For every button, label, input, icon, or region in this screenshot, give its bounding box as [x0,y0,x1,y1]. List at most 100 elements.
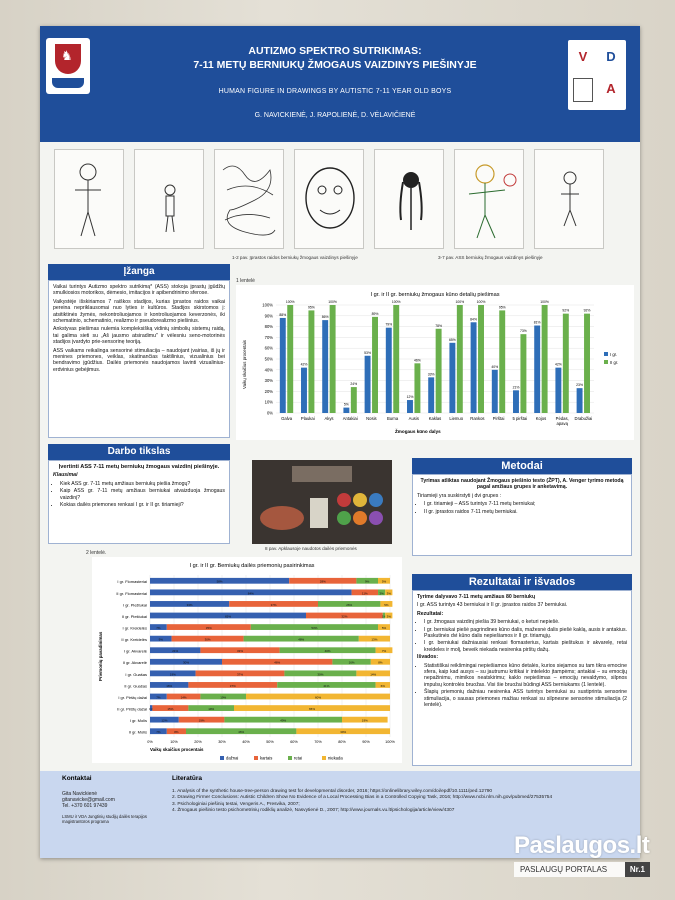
segment-data-label: 33% [187,603,193,607]
stacked-segment [150,647,201,654]
stacked-segment [342,716,388,723]
intro-box: Vaikai turintys Autizmo spektro sutrikim… [48,280,230,438]
category-label: I gr. Akvarelė [124,649,148,654]
category-label: II gr. Pirštų dažai [117,706,147,711]
x-tick-label: 60% [290,740,298,744]
stacked-segment [150,716,179,723]
stacked-segment [195,670,285,677]
segment-data-label: 1% [382,614,387,618]
contact-email: gitanavicke@gmail.com [62,797,115,804]
stacked-segment [222,658,333,665]
literature-title: Literatūra [172,775,202,782]
bar-data-label: 100% [455,300,464,304]
stacked-segment [378,589,386,596]
bar-group2 [499,310,506,413]
segment-data-label: 32% [341,614,347,618]
category-label: II gr. Akvarelė [123,660,148,665]
y-axis-label: Vaikų skaičius procentais [242,339,247,389]
bar-data-label: 73% [520,329,527,333]
legend-swatch [322,756,326,760]
watermark-nr: Nr.1 [624,862,650,877]
legend-swatch [220,756,224,760]
bar-group1 [428,377,435,413]
segment-data-label: 3% [387,591,392,595]
category-label: II gr. Kreidelės [121,637,147,642]
stacked-segment [150,635,172,642]
bar-group1 [322,320,329,413]
stacked-segment [150,601,230,607]
results-box: Tyrime dalyvavo 7-11 metų amžiaus 80 ber… [412,590,632,766]
bar-group2 [478,305,484,413]
stacked-segment [358,635,390,642]
stacked-segment [152,705,189,711]
category-label: I gr. Pirštų dažai [118,695,147,700]
stacked-segment [188,682,278,688]
bar-data-label: 100% [540,300,549,304]
bar-group2 [414,363,421,413]
segment-data-label: 48% [298,638,304,642]
bar-group2 [456,305,463,413]
segment-data-label: 33% [237,649,243,653]
segment-data-label: 37% [271,603,277,607]
segment-data-label: 13% [371,638,377,642]
stacked-segment [356,670,390,677]
stacked-segment [234,705,390,711]
x-tick-label: Antakiai [343,416,358,421]
bar-data-label: 12% [407,395,414,399]
y-tick-label: 50% [265,357,274,362]
stacked-segment [351,589,378,596]
contact-note: LSMU ir VDA Jungtinių studijų dailės ter… [62,813,147,824]
x-tick-label: Burna [387,416,399,421]
bar-group2 [435,328,442,413]
stacked-segment [200,647,280,654]
poster-title: AUTIZMO SPEKTRO SUTRIKIMAS: 7-11 METŲ BE… [193,45,477,71]
segment-data-label: 12% [161,719,167,723]
x-tick-label: 50% [266,740,274,744]
y-tick-label: 30% [265,378,274,383]
segment-data-label: 7% [156,730,161,734]
contacts-title: Kontaktai [62,775,92,782]
segment-data-label: 65% [225,614,231,618]
bar-data-label: 95% [308,305,315,309]
category-label: II gr. Guašas [124,683,147,688]
stacked-segment [166,693,201,700]
legend-label: dažnai [226,756,238,761]
category-label: II gr. Pieštukai [122,614,147,619]
segment-data-label: 58% [217,580,223,584]
x-tick-label: Kojos [536,416,546,421]
x-tick-label: 90% [362,740,370,744]
photo-caption: 8 pav. Apklausoje naudotos dailės priemo… [265,546,357,551]
results-lead: Tyrime dalyvavo 7-11 metų amžiaus 80 ber… [417,594,536,600]
contacts-block: Gita Navickienė gitanavicke@gmail.com Te… [62,791,162,824]
segment-data-label: 3% [379,591,384,595]
result-item: I gr. berniukai dažniausiai renkasi flom… [424,640,627,653]
segment-data-label: 14% [370,672,376,676]
stacked-segment [318,601,381,607]
x-tick-label: 30% [218,740,226,744]
watermark-portal: PASLAUGŲ PORTALAS Nr.1 [514,862,650,877]
bar-data-label: 100% [477,300,486,304]
x-tick-label: Liemuo [449,416,463,421]
legend-label: retai [294,756,302,761]
contact-phone: Tel. +370 601 97439 [62,803,108,810]
bar-data-label: 86% [322,315,329,319]
bar-data-label: 46% [414,358,421,362]
segment-data-label: 3% [387,614,392,618]
segment-data-label: 19% [170,672,176,676]
legend-label: I gr. [610,352,617,357]
stacked-segment [332,658,371,665]
stacked-segment [284,670,357,677]
y-tick-label: 90% [265,313,274,318]
results-lead2: I gr. ASS turintys 43 berniukai ir II gr… [417,602,568,609]
y-tick-label: 40% [265,367,274,372]
knight-figure-icon [573,78,593,102]
x-tick-label: 80% [338,740,346,744]
bar-data-label: 23% [576,383,583,387]
reference-item: 3. Psichologiniai piešinių testai, Venge… [172,801,300,807]
segment-data-label: 5% [382,626,387,630]
segment-data-label: 14% [181,695,187,699]
segment-data-label: 40% [325,649,331,653]
x-axis-label: Vaikų skaičius procentais [150,747,204,752]
stacked-segment [279,647,376,654]
segment-data-label: 9% [365,580,370,584]
